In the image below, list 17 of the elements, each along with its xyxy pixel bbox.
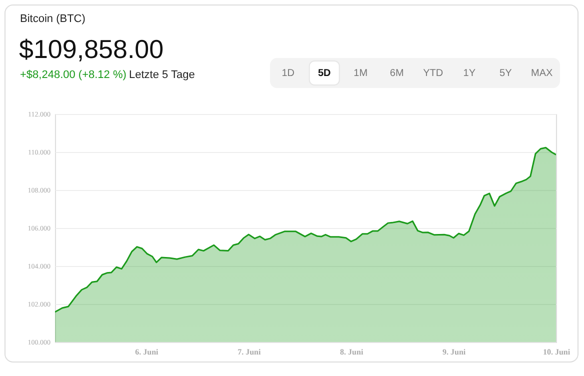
- text: 5Y: [500, 68, 512, 79]
- x-tick-label: 6. Juni: [135, 348, 160, 356]
- x-tick-label: 8. Juni: [340, 348, 364, 356]
- x-tick-label: 10. Juni: [542, 348, 571, 356]
- text: Letzte 5 Tage: [129, 69, 195, 81]
- chart-subtitle: $109,858.00: [19, 34, 164, 64]
- text: MAX: [531, 68, 554, 79]
- text: YTD: [423, 68, 444, 79]
- x-tick-label: 7. Juni: [238, 348, 262, 356]
- chart-title: Bitcoin (BTC): [20, 13, 86, 25]
- text: 1M: [354, 68, 368, 79]
- text: +$8,248.00 (+8.12 %): [20, 69, 126, 81]
- x-tick-label: 9. Juni: [442, 348, 466, 356]
- text: 5D: [318, 68, 331, 79]
- text: 1D: [282, 68, 295, 79]
- text: 6M: [390, 68, 404, 79]
- text: 1Y: [463, 68, 476, 79]
